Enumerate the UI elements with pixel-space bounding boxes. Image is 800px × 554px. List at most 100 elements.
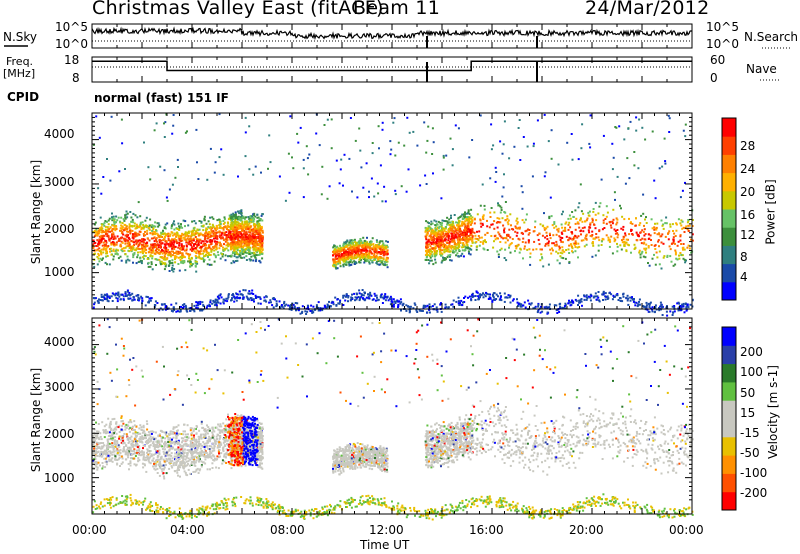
power-cell [637,303,640,306]
power-cell [170,243,173,246]
power-cell [548,217,551,220]
power-cell [457,224,460,226]
power-cell [465,212,468,215]
power-cell [239,216,242,219]
power-cell [103,245,106,248]
power-cell [307,306,309,309]
power-cell [129,211,132,213]
power-cell [215,229,218,232]
power-cell [463,249,466,252]
power-cell [248,249,251,252]
power-cell [215,247,218,250]
power-cell [568,299,570,302]
power-cell [184,249,186,252]
power-cell [602,221,605,224]
power-cell [194,260,197,263]
power-cell [120,259,123,262]
power-cell [461,304,464,306]
power-cell [240,227,243,230]
power-cell [425,220,428,223]
power-cell [216,237,219,240]
xtick: 20:00 [569,523,604,537]
power-cell [415,309,418,312]
power-cell [680,224,683,227]
power-cell [516,244,519,247]
power-cell [124,217,127,220]
power-cell [234,211,237,214]
power-cell [463,232,465,235]
power-cell [177,250,180,253]
power-cell [441,222,444,225]
power-cell [682,248,684,251]
power-cell [159,246,162,249]
power-cell [99,250,102,253]
power-cell [256,213,259,216]
power-cell [434,232,437,235]
power-cell [182,305,185,308]
power-cell [435,228,437,231]
power-cell [367,255,370,257]
power-cell [121,250,124,253]
power-cell [462,242,465,244]
power-cell [189,307,192,309]
power-cell [503,292,506,295]
power-cell [556,228,559,231]
power-cell [274,298,276,301]
power-cell [482,292,484,295]
power-cell [248,241,251,244]
power-cell [381,252,384,255]
power-cell [140,226,143,229]
power-cell [237,297,240,299]
power-cell [597,236,600,239]
power-cell [463,223,466,225]
power-cell [242,249,245,252]
power-cell [356,247,359,250]
power-cell [359,244,362,247]
power-cell [136,216,139,219]
power-cell [215,243,218,246]
power-cell [467,235,470,237]
power-cell [104,261,107,264]
power-cell [150,261,153,264]
power-cell [474,299,477,301]
power-cell [173,248,176,250]
power-cell [631,233,634,236]
power-cell [463,301,466,303]
power-cell [514,225,517,228]
power-cell [187,230,190,233]
power-cell [157,225,160,228]
power-cell [234,243,237,246]
power-cell [261,245,264,248]
power-cell [512,298,515,301]
power-cell [235,260,237,262]
power-cell [434,255,436,258]
power-cell [686,303,689,306]
power-cell [467,250,470,253]
power-cell [241,223,244,226]
power-cell [506,217,509,220]
power-cell [482,217,484,220]
power-cell [350,239,353,242]
power-cell [588,210,591,213]
power-cell [231,297,233,300]
power-cell [141,249,144,252]
power-cell [509,301,512,304]
power-cell [672,236,675,239]
power-cell [259,296,262,299]
power-cell [477,298,480,301]
power-cell [193,250,196,253]
power-cell [170,227,173,230]
power-cell [157,244,160,247]
power-cell [428,262,431,265]
power-cell [591,230,594,233]
power-cell [213,231,216,234]
power-cell [348,243,351,246]
power-cell [563,305,566,308]
power-cell [257,235,260,238]
power-cell [527,228,529,231]
power-cell [351,293,353,296]
power-cell [165,252,168,255]
power-cell [172,306,175,309]
power-cell [332,254,334,257]
power-cell [503,229,505,232]
